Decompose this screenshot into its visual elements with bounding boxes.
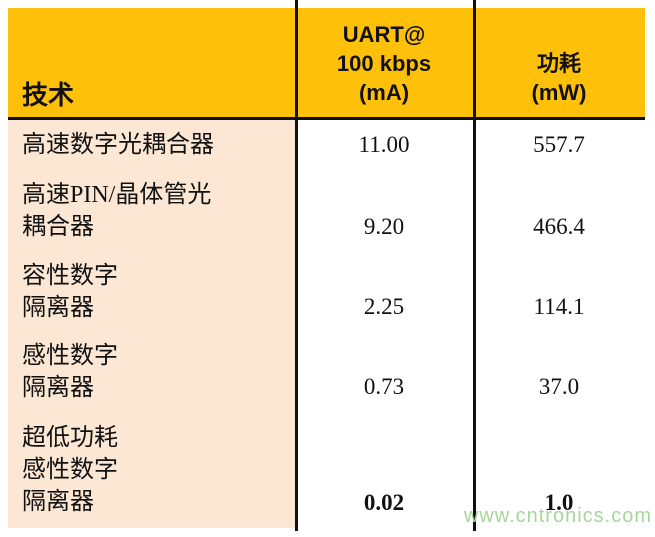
uart-current-value: 0.02: [295, 412, 473, 528]
power-comparison-table: 技术 UART@ 100 kbps (mA) 功耗 (mW) 高速数字光耦合器 …: [8, 8, 645, 528]
col-header-uart-current: UART@ 100 kbps (mA): [295, 8, 473, 120]
table-row: 容性数字 隔离器 2.25 114.1: [8, 252, 645, 332]
power-value: 114.1: [473, 252, 645, 332]
table-row: 感性数字 隔离器 0.73 37.0: [8, 332, 645, 412]
uart-current-value: 2.25: [295, 252, 473, 332]
tech-name: 容性数字 隔离器: [8, 252, 295, 332]
col-header-technology: 技术: [8, 8, 295, 120]
column-divider-line: [295, 0, 298, 531]
table-row: 高速数字光耦合器 11.00 557.7: [8, 118, 645, 170]
header-row: 技术 UART@ 100 kbps (mA) 功耗 (mW): [8, 8, 645, 120]
tech-name: 高速PIN/晶体管光 耦合器: [8, 170, 295, 252]
column-divider-line: [473, 0, 476, 531]
power-value: 557.7: [473, 118, 645, 170]
watermark-text: www.cntronics.com: [463, 505, 652, 527]
table-row: 高速PIN/晶体管光 耦合器 9.20 466.4: [8, 170, 645, 252]
power-value: 466.4: [473, 170, 645, 252]
uart-current-value: 0.73: [295, 332, 473, 412]
tech-name: 高速数字光耦合器: [8, 118, 295, 170]
col-header-power: 功耗 (mW): [473, 8, 645, 120]
tech-name: 感性数字 隔离器: [8, 332, 295, 412]
power-value: 1.0: [473, 412, 645, 528]
uart-current-value: 9.20: [295, 170, 473, 252]
uart-current-value: 11.00: [295, 118, 473, 170]
power-value: 37.0: [473, 332, 645, 412]
tech-name: 超低功耗 感性数字 隔离器: [8, 412, 295, 528]
table-row: 超低功耗 感性数字 隔离器 0.02 1.0: [8, 412, 645, 528]
